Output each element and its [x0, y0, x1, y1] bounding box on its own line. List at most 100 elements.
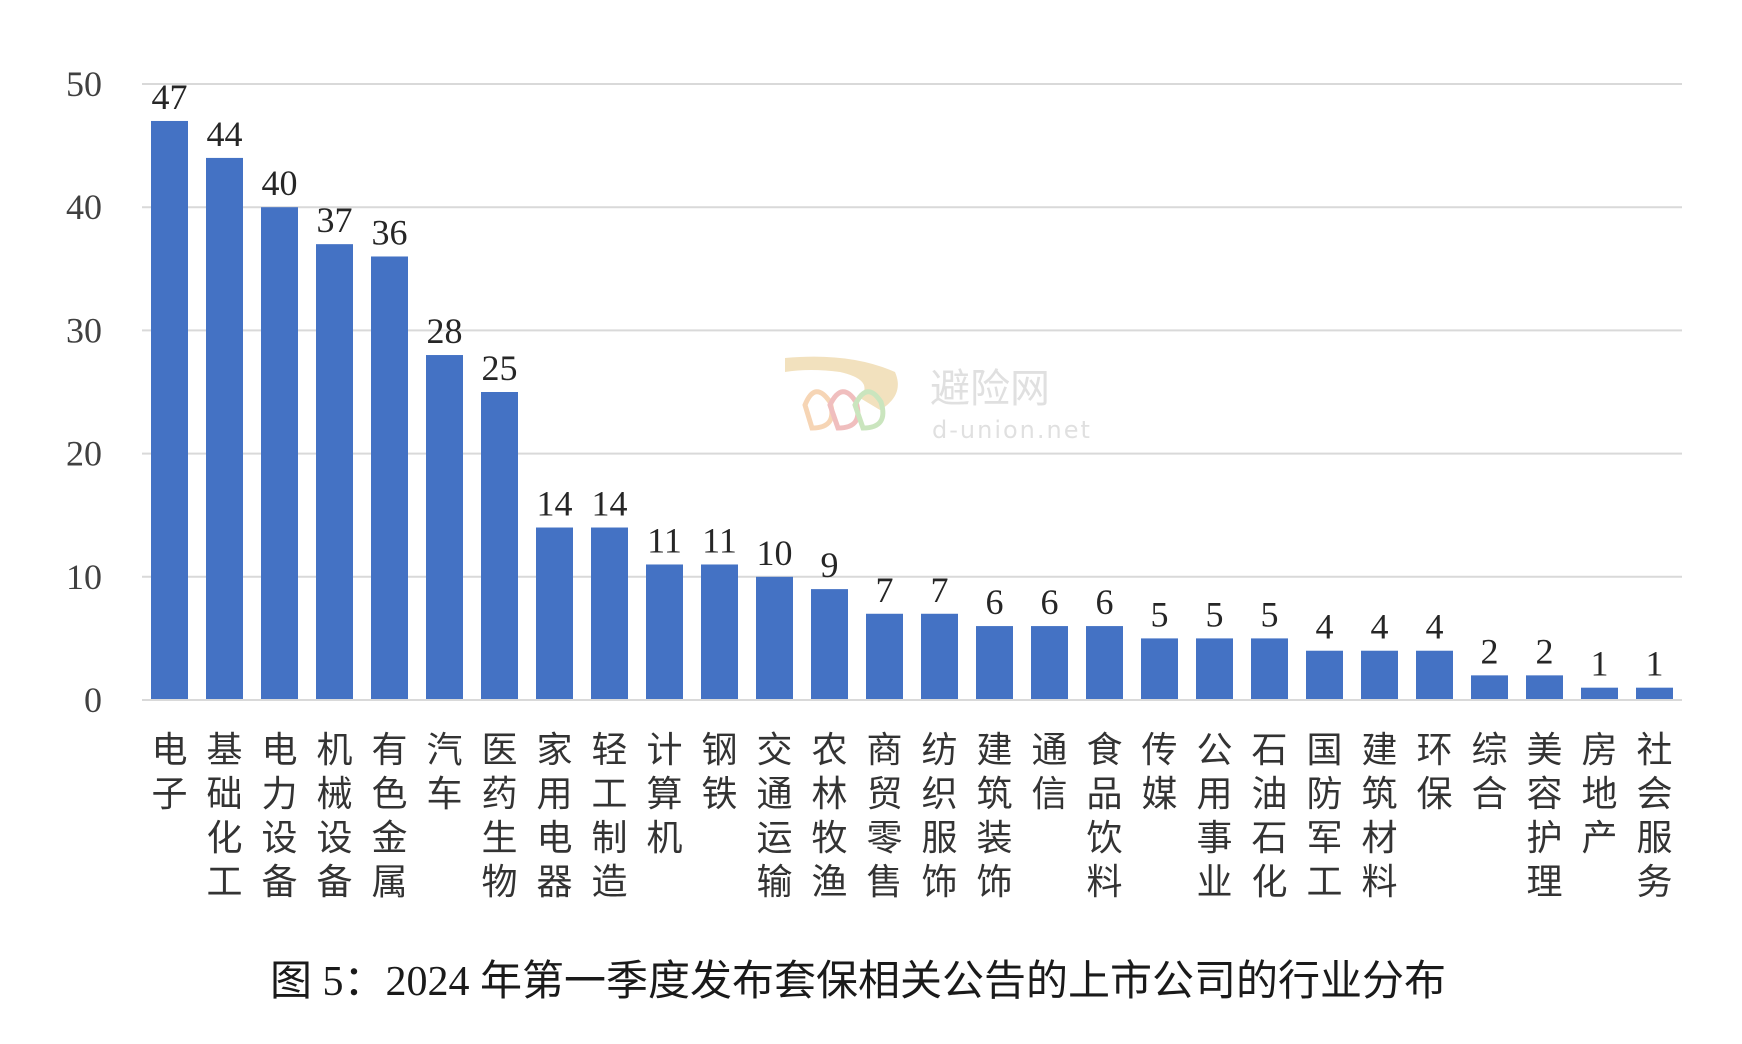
- category-label: 钢铁: [701, 730, 737, 815]
- bar: [591, 527, 628, 700]
- bar: [481, 392, 518, 700]
- data-label: 6: [1041, 582, 1059, 622]
- bar: [1581, 687, 1618, 700]
- bar: [1031, 626, 1068, 700]
- figure-caption: 图 5：2024 年第一季度发布套保相关公告的上市公司的行业分布: [270, 958, 1446, 1005]
- category-label: 环保: [1416, 730, 1452, 815]
- watermark-name: 避险网: [930, 366, 1050, 412]
- bar: [1636, 687, 1673, 700]
- category-label: 汽车: [426, 730, 462, 815]
- category-label: 国防军工: [1306, 730, 1342, 903]
- category-label: 石油石化: [1251, 730, 1287, 903]
- category-label: 综合: [1471, 730, 1507, 815]
- category-label: 纺织服饰: [921, 730, 957, 903]
- data-label: 6: [1096, 582, 1114, 622]
- bar: [756, 576, 793, 700]
- category-label: 传媒: [1141, 730, 1177, 815]
- bar: [1196, 638, 1233, 700]
- bar: [921, 613, 958, 700]
- data-label: 5: [1206, 594, 1224, 634]
- watermark-domain: d-union.net: [932, 416, 1092, 444]
- bar: [976, 626, 1013, 700]
- data-label: 40: [262, 163, 298, 203]
- y-tick-label: 10: [66, 557, 102, 597]
- category-label: 有色金属: [371, 730, 407, 903]
- data-label: 1: [1591, 644, 1609, 684]
- data-label: 4: [1371, 607, 1389, 647]
- bar: [261, 207, 298, 700]
- data-label: 44: [207, 114, 243, 154]
- data-label: 4: [1426, 607, 1444, 647]
- data-label: 37: [317, 200, 353, 240]
- bar: [866, 613, 903, 700]
- bar: [536, 527, 573, 700]
- category-label: 食品饮料: [1086, 730, 1122, 903]
- category-label: 医药生物: [481, 730, 517, 903]
- data-label: 47: [152, 77, 188, 117]
- bar: [1306, 650, 1343, 700]
- y-axis-ticks: 0 10 20 30 40 50: [66, 64, 102, 720]
- data-label: 6: [986, 582, 1004, 622]
- category-label: 交通运输: [756, 730, 792, 903]
- data-label: 7: [876, 570, 894, 610]
- category-label: 建筑材料: [1361, 730, 1397, 903]
- category-labels: 电子基础化工电力设备机械设备有色金属汽车医药生物家用电器轻工制造计算机钢铁交通运…: [151, 730, 1672, 903]
- y-tick-label: 20: [66, 434, 102, 474]
- data-label: 2: [1536, 631, 1554, 671]
- bar: [1086, 626, 1123, 700]
- bar: [1361, 650, 1398, 700]
- data-label: 36: [372, 212, 408, 252]
- category-label: 社会服务: [1636, 730, 1672, 903]
- data-label: 10: [757, 533, 793, 573]
- category-label: 电子: [151, 730, 187, 815]
- bar: [1251, 638, 1288, 700]
- data-label: 14: [537, 484, 573, 524]
- bar: [646, 564, 683, 700]
- bars: [151, 120, 1673, 701]
- y-tick-label: 0: [84, 680, 102, 720]
- data-label: 5: [1151, 594, 1169, 634]
- y-tick-label: 30: [66, 310, 102, 350]
- data-label: 14: [592, 484, 628, 524]
- bar: [316, 244, 353, 700]
- category-label: 美容护理: [1526, 730, 1562, 903]
- bar: [151, 120, 188, 700]
- bar: [1416, 650, 1453, 700]
- bar: [371, 256, 408, 700]
- data-label: 7: [931, 570, 949, 610]
- data-label: 4: [1316, 607, 1334, 647]
- data-label: 2: [1481, 631, 1499, 671]
- data-label: 9: [821, 545, 839, 585]
- category-label: 通信: [1031, 730, 1067, 815]
- data-label: 11: [702, 520, 737, 560]
- watermark: 避险网 d-union.net: [785, 356, 1092, 444]
- category-label: 轻工制造: [591, 730, 627, 903]
- data-label: 1: [1646, 644, 1664, 684]
- category-label: 房地产: [1581, 730, 1617, 859]
- category-label: 公用事业: [1196, 730, 1232, 903]
- category-label: 商贸零售: [866, 730, 902, 903]
- data-label: 11: [647, 520, 682, 560]
- bar: [206, 157, 243, 701]
- bar: [426, 355, 463, 700]
- bar: [1141, 638, 1178, 700]
- y-tick-label: 50: [66, 64, 102, 104]
- data-label: 28: [427, 311, 463, 351]
- watermark-logo-icon: [785, 356, 898, 431]
- category-label: 基础化工: [206, 730, 242, 903]
- bar: [1471, 675, 1508, 700]
- data-label: 5: [1261, 594, 1279, 634]
- category-label: 电力设备: [261, 730, 297, 903]
- data-label: 25: [482, 348, 518, 388]
- category-label: 建筑装饰: [976, 730, 1012, 903]
- category-label: 机械设备: [316, 730, 352, 903]
- bar: [1526, 675, 1563, 700]
- bar: [701, 564, 738, 700]
- bar: [811, 589, 848, 700]
- y-tick-label: 40: [66, 187, 102, 227]
- category-label: 家用电器: [536, 730, 572, 903]
- category-label: 计算机: [646, 730, 682, 859]
- category-label: 农林牧渔: [811, 730, 847, 903]
